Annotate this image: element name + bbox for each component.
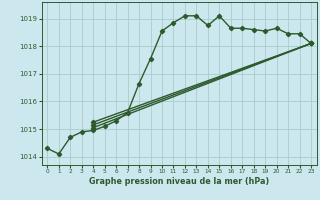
X-axis label: Graphe pression niveau de la mer (hPa): Graphe pression niveau de la mer (hPa): [89, 177, 269, 186]
